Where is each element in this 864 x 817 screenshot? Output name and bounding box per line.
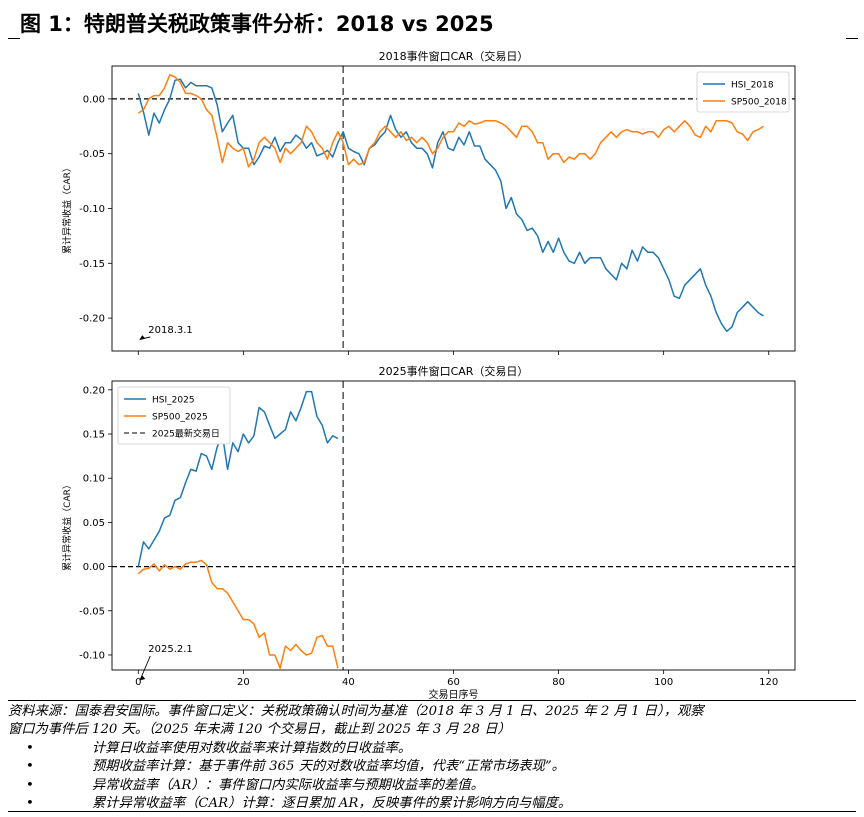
y-tick-label: -0.05 xyxy=(79,606,105,617)
y-tick-label: 0.20 xyxy=(83,385,105,396)
x-tick-label: 20 xyxy=(237,677,250,688)
annotation-arrow-head xyxy=(139,335,146,341)
series-line-sp500_2018 xyxy=(137,74,764,168)
charts-canvas: 2018事件窗口CAR（交易日） 0.00 -0.05 -0.10 -0.15 -0.20… xyxy=(61,49,796,700)
chart-2: 2025事件窗口CAR（交易日） 0.20 0.15 0.10 0.05 0.00 -0.0… xyxy=(61,364,796,700)
chart-title: 2018事件窗口CAR（交易日） xyxy=(379,49,529,63)
y-tick-label: -0.15 xyxy=(79,259,105,270)
annotation-arrow-line xyxy=(139,655,151,680)
y-tick-label: -0.10 xyxy=(79,204,105,215)
series-line-hsi_2025 xyxy=(137,390,339,567)
x-tick-label: 60 xyxy=(447,677,460,688)
legend-label: SP500_2018 xyxy=(731,98,787,108)
event-date-annotation: 2025.2.1 xyxy=(148,644,193,655)
y-tick-label: 0.00 xyxy=(83,94,105,105)
chart-title: 2025事件窗口CAR（交易日） xyxy=(379,364,529,378)
bullet-dot: • xyxy=(26,796,34,812)
note-bullet: • 预期收益率计算：基于事件前 365 天的对数收益率均值，代表“正常市场表现”。 xyxy=(8,758,856,776)
plot-frame xyxy=(111,65,796,352)
y-axis-label: 累计异常收益（CAR） xyxy=(61,163,73,254)
annotation-arrow-head xyxy=(139,675,146,681)
bullet-dot: • xyxy=(26,740,34,756)
title-rule-right xyxy=(846,38,858,39)
plot-frame xyxy=(111,380,796,671)
bullet-dot: • xyxy=(26,777,34,793)
y-tick-label: -0.05 xyxy=(79,149,105,160)
note-bullet: • 累计异常收益率（CAR）计算：逐日累加 AR，反映事件的累计影响方向与幅度。 xyxy=(8,795,856,813)
legend-box xyxy=(117,386,231,445)
x-axis-label: 交易日序号 xyxy=(429,688,479,700)
x-tick-label: 120 xyxy=(759,677,778,688)
event-date-annotation: 2018.3.1 xyxy=(148,325,193,336)
figure-title: 图 1：特朗普关税政策事件分析：2018 vs 2025 xyxy=(20,12,494,36)
series-line-hsi_2018 xyxy=(137,78,764,333)
y-tick-label: -0.10 xyxy=(79,650,105,661)
figure-notes: 资料来源：国泰君安国际。事件窗口定义：关税政策确认时间为基准（2018 年 3 … xyxy=(8,700,856,813)
bullet-text: 异常收益率（AR）：事件窗口内实际收益率与预期收益率的差值。 xyxy=(92,777,484,793)
legend-label: 2025最新交易日 xyxy=(152,428,220,440)
legend-label: HSI_2025 xyxy=(152,396,195,406)
y-tick-label: 0.05 xyxy=(83,518,105,529)
series-line-sp500_2025 xyxy=(137,559,339,669)
legend-label: HSI_2018 xyxy=(731,81,774,91)
note-bullet: • 异常收益率（AR）：事件窗口内实际收益率与预期收益率的差值。 xyxy=(8,777,856,795)
y-tick-label: 0.00 xyxy=(83,562,105,573)
chart-1: 2018事件窗口CAR（交易日） 0.00 -0.05 -0.10 -0.15 -0.20… xyxy=(61,49,796,355)
note-bullet: • 计算日收益率使用对数收益率来计算指数的日收益率。 xyxy=(8,740,856,758)
source-note-continued: 窗口为事件后 120 天。（2025 年未满 120 个交易日，截止到 2025… xyxy=(8,722,511,738)
bullet-text: 预期收益率计算：基于事件前 365 天的对数收益率均值，代表“正常市场表现”。 xyxy=(92,759,565,775)
bullet-text: 计算日收益率使用对数收益率来计算指数的日收益率。 xyxy=(92,740,412,756)
legend-label: SP500_2025 xyxy=(152,413,208,423)
title-rule-left xyxy=(8,38,20,39)
x-tick-label: 40 xyxy=(342,677,355,688)
source-note: 资料来源：国泰君安国际。事件窗口定义：关税政策确认时间为基准（2018 年 3 … xyxy=(8,704,704,719)
y-tick-label: 0.10 xyxy=(83,474,105,485)
bullet-dot: • xyxy=(26,759,34,775)
y-axis-label: 累计异常收益（CAR） xyxy=(61,480,73,571)
x-tick-label: 80 xyxy=(552,677,565,688)
x-tick-label: 100 xyxy=(654,677,673,688)
y-tick-label: -0.20 xyxy=(79,314,105,325)
bottom-rule xyxy=(8,811,856,812)
bullet-text: 累计异常收益率（CAR）计算：逐日累加 AR，反映事件的累计影响方向与幅度。 xyxy=(92,796,572,812)
x-tick-label: 0 xyxy=(135,677,141,688)
legend-box xyxy=(696,71,790,113)
y-tick-label: 0.15 xyxy=(83,430,105,441)
